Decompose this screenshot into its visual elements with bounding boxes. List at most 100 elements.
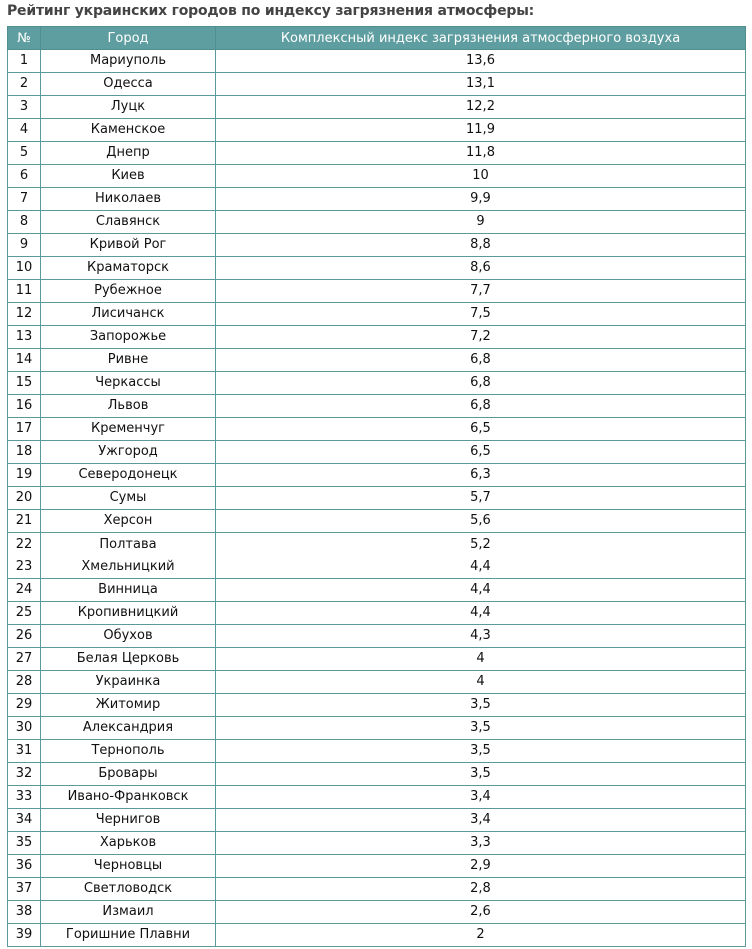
index-cell: 4,3: [215, 624, 746, 648]
index-cell: 8,8: [215, 233, 746, 257]
table-row: 24 Винница 4,4: [7, 578, 746, 602]
city-cell: Одесса: [40, 72, 216, 96]
rank-cell-value: 37: [15, 881, 33, 896]
index-cell: 7,2: [215, 325, 746, 349]
index-cell: 2,6: [215, 900, 746, 924]
city-cell-value: Львов: [107, 398, 149, 413]
table-row: 21 Херсон 5,6: [7, 509, 746, 533]
index-cell-value: 11,8: [466, 145, 495, 160]
rank-cell: 11: [7, 279, 41, 303]
index-cell: 6,8: [215, 371, 746, 395]
city-cell-value: Лисичанск: [91, 306, 165, 321]
index-cell-value: 3,3: [470, 835, 491, 850]
city-cell: Александрия: [40, 716, 216, 740]
rank-cell: 24: [7, 578, 41, 602]
rank-cell-value: 32: [15, 766, 33, 781]
table-row: 28 Украинка 4: [7, 670, 746, 694]
index-cell-value: 6,8: [470, 375, 491, 390]
rank-cell: 9: [7, 233, 41, 257]
index-cell: 5,6: [215, 509, 746, 533]
index-cell: 11,8: [215, 141, 746, 165]
city-cell-value: Украинка: [95, 674, 161, 689]
city-cell: Славянск: [40, 210, 216, 234]
rank-cell-value: 7: [19, 191, 29, 206]
table-row: 25 Кропивницкий 4,4: [7, 601, 746, 625]
rank-cell: 26: [7, 624, 41, 648]
table-row: 36 Черновцы 2,9: [7, 854, 746, 878]
index-cell-value: 6,3: [470, 467, 491, 482]
rank-cell-value: 13: [15, 329, 33, 344]
index-cell-value: 6,5: [470, 444, 491, 459]
rank-cell: 38: [7, 900, 41, 924]
index-cell: 6,5: [215, 440, 746, 464]
rank-cell-value: 29: [15, 697, 33, 712]
table-row: 10 Краматорск 8,6: [7, 256, 746, 280]
rank-cell: 39: [7, 923, 41, 947]
table-row: 12 Лисичанск 7,5: [7, 302, 746, 326]
city-cell: Николаев: [40, 187, 216, 211]
city-cell-value: Славянск: [95, 214, 161, 229]
rank-cell: 33: [7, 785, 41, 809]
rank-cell: 31: [7, 739, 41, 763]
city-cell: Запорожье: [40, 325, 216, 349]
city-cell-value: Киев: [111, 168, 145, 183]
rank-cell-value: 34: [15, 812, 33, 827]
city-cell: Киев: [40, 164, 216, 188]
city-cell: Краматорск: [40, 256, 216, 280]
index-cell-value: 4: [476, 651, 485, 666]
header-city: Город: [40, 26, 216, 50]
rank-cell-value: 2: [19, 76, 29, 91]
index-cell-value: 3,5: [470, 697, 491, 712]
index-cell-value: 9: [476, 214, 485, 229]
table-row: 6 Киев 10: [7, 164, 746, 188]
rank-cell: 7: [7, 187, 41, 211]
table-row: 1 Мариуполь 13,6: [7, 49, 746, 73]
city-cell-value: Ривне: [107, 352, 149, 367]
table-row: 17 Кременчуг 6,5: [7, 417, 746, 441]
city-cell: Светловодск: [40, 877, 216, 901]
table-row: 34 Чернигов 3,4: [7, 808, 746, 832]
table-row: 33 Ивано-Франковск 3,4: [7, 785, 746, 809]
rank-cell-value: 19: [15, 467, 33, 482]
city-cell-value: Тернополь: [91, 743, 165, 758]
city-cell-value: Кременчуг: [91, 421, 165, 436]
table-row: 3 Луцк 12,2: [7, 95, 746, 119]
index-cell: 6,5: [215, 417, 746, 441]
rank-cell: 35: [7, 831, 41, 855]
index-cell: 6,3: [215, 463, 746, 487]
index-cell: 13,6: [215, 49, 746, 73]
rank-cell-value: 22: [15, 536, 33, 552]
city-cell-value: Николаев: [95, 191, 161, 206]
index-cell-value: 12,2: [466, 99, 495, 114]
city-cell-value: Полтава: [99, 536, 157, 552]
city-cell: Ивано-Франковск: [40, 785, 216, 809]
rank-cell: 19: [7, 463, 41, 487]
city-cell: Винница: [40, 578, 216, 602]
city-cell: Харьков: [40, 831, 216, 855]
table-row: 9 Кривой Рог 8,8: [7, 233, 746, 257]
rank-cell-value: 31: [15, 743, 33, 758]
index-cell-value: 5,2: [470, 536, 491, 552]
city-cell: Сумы: [40, 486, 216, 510]
page-title: Рейтинг украинских городов по индексу за…: [7, 3, 535, 19]
city-cell: Днепр: [40, 141, 216, 165]
table-row: 15 Черкассы 6,8: [7, 371, 746, 395]
city-cell: Кривой Рог: [40, 233, 216, 257]
city-cell-value: Кропивницкий: [77, 605, 179, 620]
index-cell-value: 3,4: [470, 812, 491, 827]
index-cell-value: 5,7: [470, 490, 491, 505]
table-row: 7 Николаев 9,9: [7, 187, 746, 211]
index-cell: 3,5: [215, 716, 746, 740]
rank-cell-value: 15: [15, 375, 33, 390]
rank-cell-value: 6: [19, 168, 29, 183]
city-cell-value: Белая Церковь: [76, 651, 180, 666]
rank-cell-value: 9: [19, 237, 29, 252]
rank-cell: 22 23: [7, 532, 41, 579]
city-cell: Кременчуг: [40, 417, 216, 441]
index-cell-value: 8,8: [470, 237, 491, 252]
city-cell-value: Бровары: [98, 766, 158, 781]
rank-cell-value: 23: [15, 558, 33, 574]
city-cell: Рубежное: [40, 279, 216, 303]
city-cell-value: Краматорск: [87, 260, 169, 275]
rank-cell-value: 24: [15, 582, 33, 597]
